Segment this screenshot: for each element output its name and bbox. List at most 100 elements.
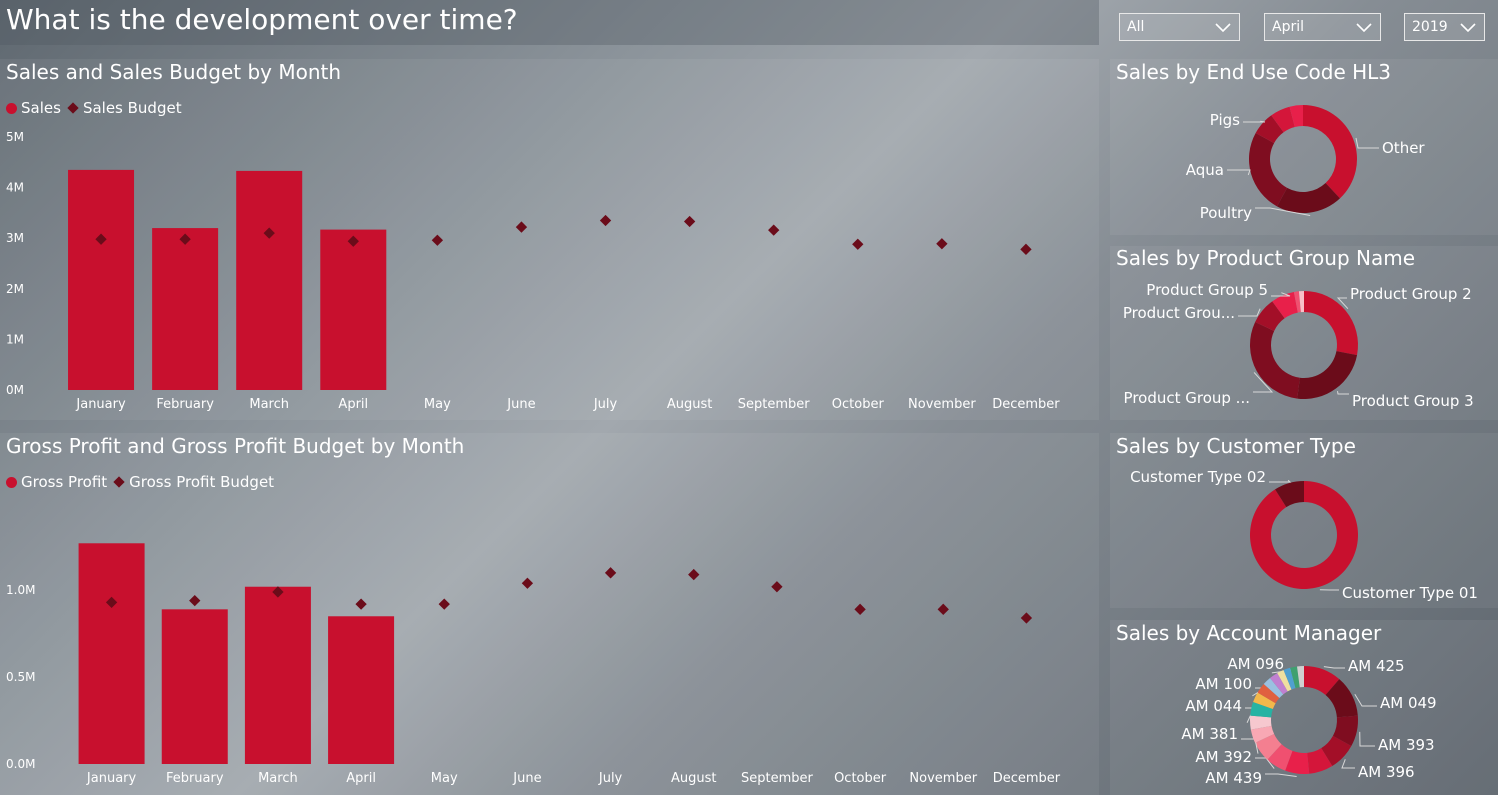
leader-line <box>1238 308 1261 317</box>
budget-marker-april[interactable] <box>347 235 359 247</box>
donut-slice[interactable] <box>1253 692 1276 709</box>
x-tick-label: April <box>346 771 376 786</box>
budget-marker-august[interactable] <box>683 215 696 228</box>
budget-marker-may[interactable] <box>438 598 450 610</box>
donut-slice[interactable] <box>1307 748 1333 774</box>
bar-january[interactable] <box>78 543 145 764</box>
donut-slice[interactable] <box>1304 666 1340 696</box>
budget-marker-february[interactable] <box>189 594 201 607</box>
donut-slice[interactable] <box>1325 679 1358 718</box>
donut-slice[interactable] <box>1250 725 1275 743</box>
month-slicer[interactable]: April <box>1264 13 1381 41</box>
donut-slice[interactable] <box>1289 105 1303 128</box>
legend-marker <box>6 476 17 488</box>
leader-line <box>1269 479 1292 483</box>
leader-line <box>1354 693 1377 707</box>
donut-slice[interactable] <box>1270 673 1288 695</box>
budget-marker-january[interactable] <box>95 233 107 245</box>
donut-slice[interactable] <box>1267 744 1293 771</box>
donut-slice[interactable] <box>1283 667 1296 690</box>
y-tick-label: 0M <box>6 383 24 397</box>
x-tick-label: May <box>424 397 451 412</box>
budget-marker-february[interactable] <box>179 233 191 245</box>
leader-line <box>1255 207 1311 217</box>
donut-slice[interactable] <box>1290 666 1300 689</box>
budget-marker-november[interactable] <box>936 238 948 250</box>
leader-line <box>1243 120 1266 123</box>
budget-marker-july[interactable] <box>604 567 617 579</box>
donut-slice[interactable] <box>1276 183 1340 213</box>
donut-slice[interactable] <box>1293 291 1301 313</box>
customer-donut-title: Sales by Customer Type <box>1116 434 1356 458</box>
y-tick-label: 3M <box>6 231 24 245</box>
budget-marker-june[interactable] <box>515 221 528 233</box>
budget-marker-june[interactable] <box>521 577 534 589</box>
budget-marker-december[interactable] <box>1020 243 1032 255</box>
donut-slice[interactable] <box>1255 115 1284 144</box>
customer-donut: Customer Type 01 Customer Type 02 <box>1130 468 1478 602</box>
bar-march[interactable] <box>244 586 311 764</box>
donut-slice[interactable] <box>1321 735 1352 767</box>
donut-slice[interactable] <box>1332 715 1358 746</box>
donut-slice[interactable] <box>1250 715 1272 730</box>
budget-marker-may[interactable] <box>431 234 444 246</box>
bar-march[interactable] <box>236 170 303 390</box>
budget-marker-september[interactable] <box>768 224 780 236</box>
x-tick-label: June <box>512 771 541 786</box>
donut-slice[interactable] <box>1297 351 1358 399</box>
legend-item-gp-budget[interactable]: Gross Profit Budget <box>113 473 274 491</box>
segment-slicer[interactable]: All <box>1119 13 1240 41</box>
leader-line <box>1359 731 1375 747</box>
donut-slice[interactable] <box>1250 322 1300 399</box>
donut-slice[interactable] <box>1271 106 1295 133</box>
chevron-down-icon <box>1460 23 1476 33</box>
legend-label: Gross Profit Budget <box>129 473 275 491</box>
donut-label: AM 393 <box>1378 736 1435 754</box>
x-tick-label: August <box>671 771 717 786</box>
x-tick-label: October <box>834 771 887 786</box>
donut-slice[interactable] <box>1285 750 1310 774</box>
donut-slice[interactable] <box>1257 684 1280 704</box>
donut-slice[interactable] <box>1255 301 1285 331</box>
x-tick-label: September <box>738 397 811 412</box>
y-tick-label: 0.5M <box>6 670 35 684</box>
budget-marker-october[interactable] <box>854 603 866 615</box>
budget-marker-december[interactable] <box>1020 612 1033 624</box>
donut-slice[interactable] <box>1255 733 1282 760</box>
bar-april[interactable] <box>320 229 387 390</box>
bar-april[interactable] <box>328 616 395 764</box>
donut-slice[interactable] <box>1249 132 1288 207</box>
y-tick-label: 2M <box>6 282 24 296</box>
donut-label: AM 044 <box>1185 697 1242 715</box>
leader-line <box>1341 759 1355 769</box>
legend-item-sales-budget[interactable]: Sales Budget <box>67 99 182 117</box>
legend-item-sales[interactable]: Sales <box>6 99 61 117</box>
bar-january[interactable] <box>68 169 135 390</box>
donut-slice[interactable] <box>1250 481 1358 589</box>
legend-item-gross-profit[interactable]: Gross Profit <box>6 473 107 491</box>
donut-slice[interactable] <box>1298 291 1304 313</box>
donut-slice[interactable] <box>1250 701 1273 718</box>
donut-slice[interactable] <box>1297 666 1304 688</box>
bar-february[interactable] <box>161 609 228 764</box>
donut-slice[interactable] <box>1277 670 1292 692</box>
legend-marker <box>6 102 17 114</box>
bar-february[interactable] <box>152 228 219 390</box>
budget-marker-november[interactable] <box>937 603 949 615</box>
budget-marker-august[interactable] <box>688 568 700 581</box>
budget-marker-april[interactable] <box>355 598 367 610</box>
donut-label: AM 392 <box>1195 748 1252 766</box>
donut-slice[interactable] <box>1303 105 1357 199</box>
x-tick-label: January <box>75 397 126 412</box>
donut-slice[interactable] <box>1304 291 1358 356</box>
donut-slice[interactable] <box>1263 678 1284 699</box>
donut-slice[interactable] <box>1275 481 1304 508</box>
budget-marker-october[interactable] <box>852 238 864 250</box>
leader-line <box>1265 773 1297 778</box>
year-slicer[interactable]: 2019 <box>1404 13 1485 41</box>
donut-label: Poultry <box>1200 204 1252 222</box>
budget-marker-july[interactable] <box>599 214 612 227</box>
donut-label: Aqua <box>1186 161 1224 179</box>
budget-marker-september[interactable] <box>771 581 783 593</box>
donut-slice[interactable] <box>1272 291 1298 319</box>
